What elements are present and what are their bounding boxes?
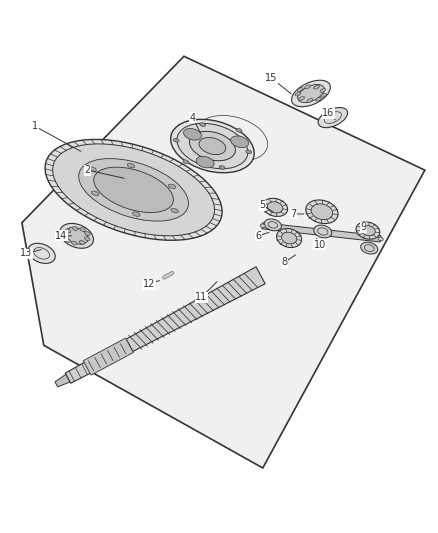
Ellipse shape [200, 123, 206, 126]
Ellipse shape [132, 212, 140, 216]
Ellipse shape [196, 156, 214, 168]
Ellipse shape [65, 238, 71, 243]
Text: 2: 2 [85, 165, 91, 175]
Ellipse shape [320, 88, 326, 92]
Ellipse shape [276, 229, 302, 247]
Ellipse shape [295, 92, 301, 96]
Text: 14: 14 [55, 231, 67, 241]
Text: 8: 8 [282, 257, 288, 267]
Ellipse shape [378, 237, 383, 241]
Ellipse shape [72, 227, 78, 230]
Ellipse shape [263, 198, 287, 216]
Ellipse shape [298, 84, 324, 102]
Ellipse shape [85, 237, 90, 240]
Text: 7: 7 [290, 209, 297, 219]
Ellipse shape [177, 123, 248, 169]
Ellipse shape [281, 232, 297, 244]
Ellipse shape [45, 140, 222, 240]
Polygon shape [83, 338, 134, 375]
Ellipse shape [360, 242, 378, 254]
Ellipse shape [63, 233, 68, 238]
Ellipse shape [168, 184, 176, 189]
Text: 4: 4 [190, 112, 196, 123]
Ellipse shape [260, 224, 265, 228]
Text: 1: 1 [32, 122, 38, 131]
Text: 12: 12 [143, 279, 155, 289]
Ellipse shape [183, 160, 189, 164]
Ellipse shape [318, 108, 348, 127]
Ellipse shape [190, 131, 235, 161]
Ellipse shape [171, 208, 178, 213]
Ellipse shape [246, 150, 252, 154]
Ellipse shape [321, 93, 326, 97]
Ellipse shape [264, 219, 282, 231]
Ellipse shape [292, 80, 330, 107]
Ellipse shape [79, 159, 188, 221]
Text: 10: 10 [314, 240, 326, 249]
Ellipse shape [71, 241, 77, 245]
Ellipse shape [314, 85, 319, 89]
Ellipse shape [60, 223, 93, 248]
Text: 13: 13 [20, 248, 32, 259]
Ellipse shape [360, 225, 375, 236]
Polygon shape [65, 266, 265, 383]
Text: 16: 16 [322, 108, 335, 118]
Text: 15: 15 [265, 73, 278, 83]
Ellipse shape [89, 167, 96, 171]
Ellipse shape [184, 128, 201, 140]
Ellipse shape [199, 138, 226, 155]
Polygon shape [22, 56, 425, 468]
Ellipse shape [173, 139, 179, 142]
Ellipse shape [231, 136, 249, 148]
Ellipse shape [297, 87, 303, 91]
Ellipse shape [53, 144, 215, 236]
Ellipse shape [306, 200, 338, 223]
Ellipse shape [314, 225, 332, 238]
Ellipse shape [307, 99, 313, 102]
Text: 9: 9 [360, 222, 367, 232]
Polygon shape [262, 223, 381, 242]
Ellipse shape [28, 243, 55, 263]
Ellipse shape [80, 228, 85, 231]
Text: 11: 11 [195, 292, 208, 302]
Ellipse shape [305, 85, 311, 88]
Ellipse shape [311, 204, 333, 220]
Ellipse shape [356, 222, 380, 239]
Ellipse shape [65, 229, 71, 233]
Ellipse shape [85, 232, 90, 236]
Ellipse shape [94, 167, 173, 213]
Ellipse shape [127, 163, 135, 168]
Ellipse shape [299, 96, 304, 100]
Ellipse shape [171, 119, 254, 173]
Ellipse shape [91, 191, 99, 196]
Ellipse shape [316, 98, 321, 101]
Ellipse shape [79, 240, 85, 244]
Ellipse shape [267, 201, 283, 213]
Ellipse shape [65, 228, 88, 244]
Polygon shape [55, 374, 70, 387]
Text: 5: 5 [260, 200, 266, 210]
Ellipse shape [236, 128, 242, 132]
Text: 6: 6 [255, 231, 261, 241]
Ellipse shape [219, 166, 225, 169]
